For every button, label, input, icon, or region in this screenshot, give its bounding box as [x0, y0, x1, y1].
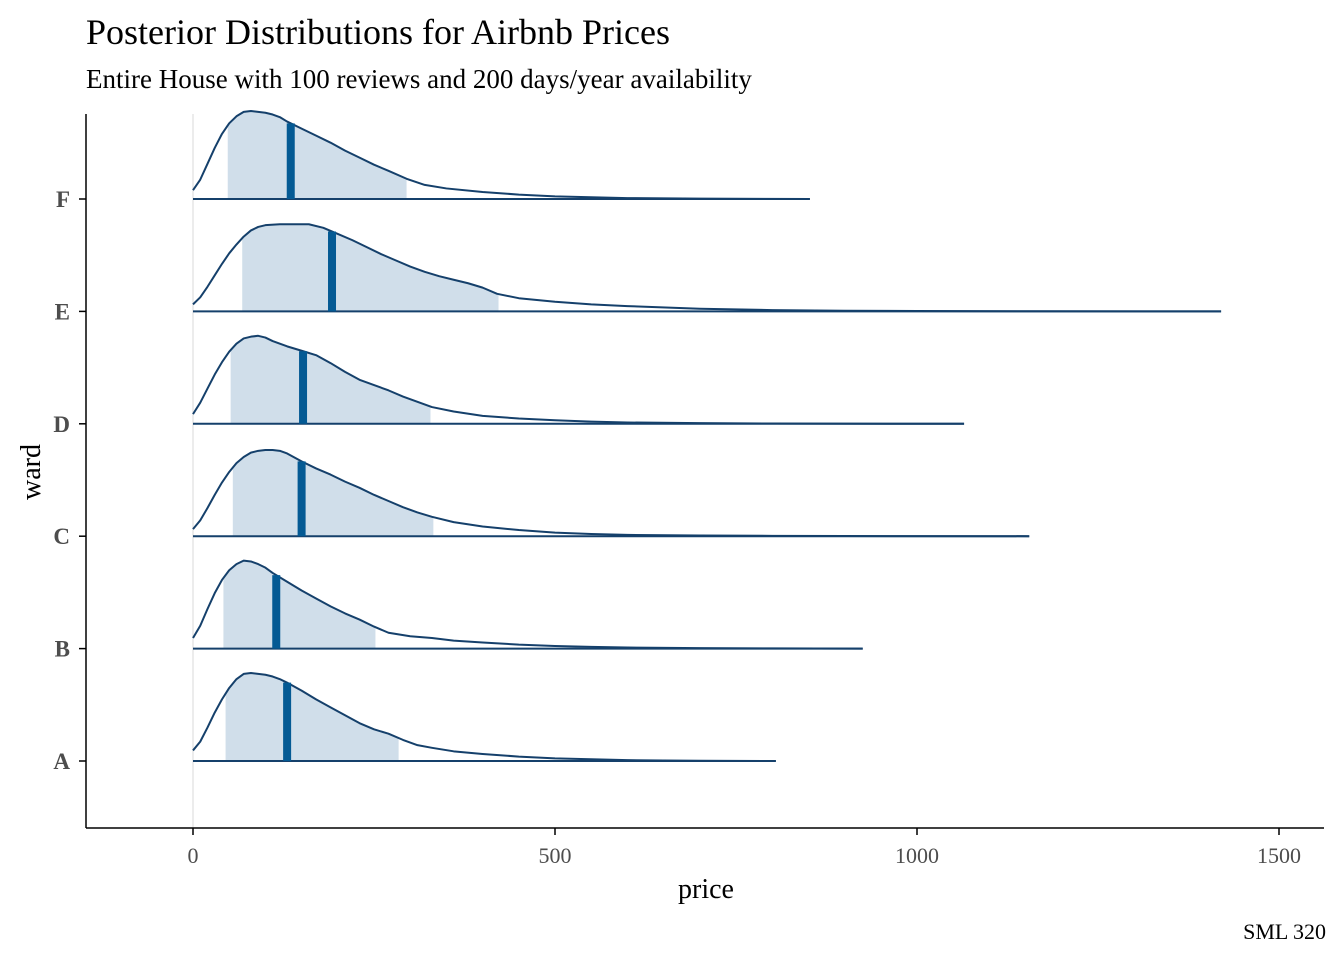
ridge-ward-F [193, 111, 810, 199]
y-tick-label-C: C [53, 524, 70, 549]
interval-area-F [228, 111, 407, 199]
y-tick-label-D: D [53, 412, 70, 437]
ridge-ward-A [193, 673, 776, 761]
interval-area-C [233, 450, 434, 536]
x-tick-label-1000: 1000 [895, 843, 939, 868]
interval-area-E [242, 224, 498, 311]
interval-area-B [223, 561, 375, 649]
chart-caption: SML 320 [1243, 919, 1326, 944]
x-tick-label-500: 500 [539, 843, 572, 868]
y-axis-ticks: A B C D E F [53, 187, 86, 774]
x-tick-label-1500: 1500 [1257, 843, 1301, 868]
y-tick-label-E: E [55, 299, 70, 324]
ridge-ward-B [193, 561, 863, 649]
x-axis-ticks: 0 500 1000 1500 [188, 828, 1302, 868]
interval-area-A [226, 673, 399, 761]
ridge-ward-E [193, 224, 1221, 311]
y-axis-title: ward [16, 444, 47, 500]
chart-title: Posterior Distributions for Airbnb Price… [86, 12, 670, 52]
plot-area [193, 111, 1221, 828]
chart-subtitle: Entire House with 100 reviews and 200 da… [86, 64, 752, 94]
y-tick-label-B: B [55, 637, 70, 662]
ridge-ward-D [193, 336, 964, 424]
x-axis-title: price [678, 874, 734, 905]
y-tick-label-A: A [53, 749, 70, 774]
y-tick-label-F: F [56, 187, 70, 212]
interval-area-D [231, 336, 431, 424]
x-tick-label-0: 0 [188, 843, 199, 868]
ridge-ward-C [193, 450, 1029, 536]
